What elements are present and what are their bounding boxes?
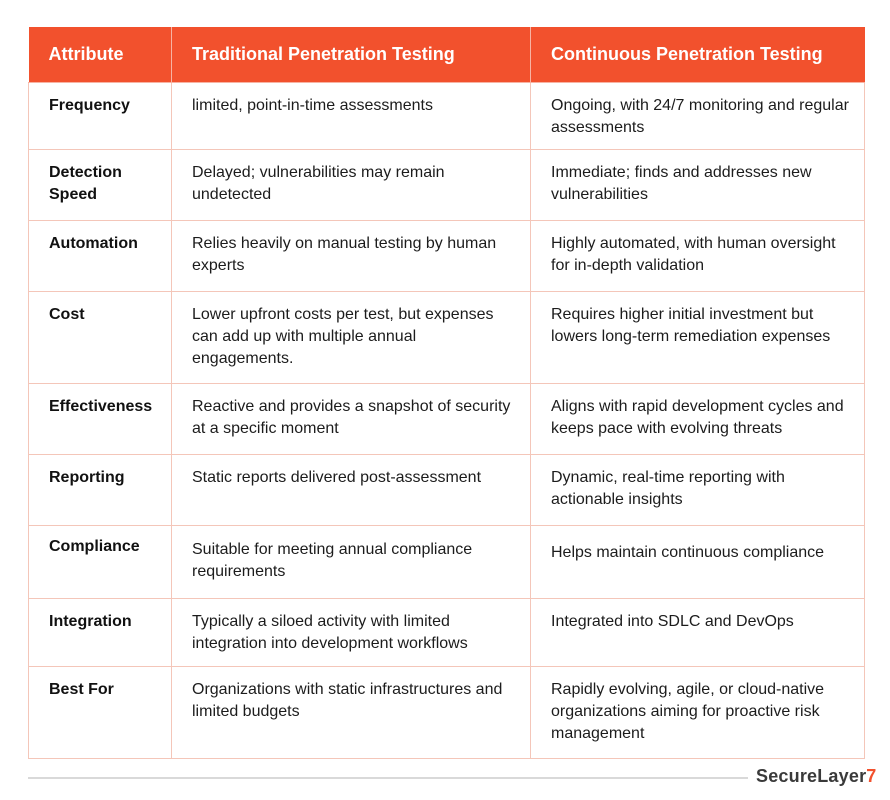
attribute-cell: Integration bbox=[28, 597, 172, 667]
comparison-table: Attribute Traditional Penetration Testin… bbox=[28, 27, 865, 759]
continuous-cell: Dynamic, real-time reporting with action… bbox=[530, 453, 865, 526]
traditional-cell: Reactive and provides a snapshot of secu… bbox=[171, 382, 531, 455]
logo-accent: 7 bbox=[866, 766, 877, 786]
table-row: Automation Relies heavily on manual test… bbox=[28, 219, 865, 292]
attribute-cell: Automation bbox=[28, 219, 172, 292]
continuous-cell: Integrated into SDLC and DevOps bbox=[530, 597, 865, 667]
header-traditional: Traditional Penetration Testing bbox=[171, 27, 531, 83]
table-row: Effectiveness Reactive and provides a sn… bbox=[28, 382, 865, 455]
traditional-cell: Delayed; vulnerabilities may remain unde… bbox=[171, 148, 531, 221]
footer-divider bbox=[28, 777, 748, 779]
traditional-cell: limited, point-in-time assessments bbox=[171, 81, 531, 150]
continuous-cell: Helps maintain continuous compliance bbox=[530, 524, 865, 599]
attribute-cell: Best For bbox=[28, 665, 172, 759]
header-continuous: Continuous Penetration Testing bbox=[530, 27, 865, 83]
attribute-cell: Compliance bbox=[28, 524, 172, 599]
continuous-cell: Aligns with rapid development cycles and… bbox=[530, 382, 865, 455]
traditional-cell: Relies heavily on manual testing by huma… bbox=[171, 219, 531, 292]
continuous-cell: Rapidly evolving, agile, or cloud-native… bbox=[530, 665, 865, 759]
securelayer7-logo: SecureLayer7 bbox=[756, 766, 877, 787]
table-row: Integration Typically a siloed activity … bbox=[28, 597, 865, 667]
attribute-cell: Frequency bbox=[28, 81, 172, 150]
table-row: Frequency limited, point-in-time assessm… bbox=[28, 81, 865, 150]
continuous-cell: Highly automated, with human oversight f… bbox=[530, 219, 865, 292]
continuous-cell: Requires higher initial investment but l… bbox=[530, 290, 865, 384]
table-row: Cost Lower upfront costs per test, but e… bbox=[28, 290, 865, 384]
traditional-cell: Suitable for meeting annual compliance r… bbox=[171, 524, 531, 599]
traditional-cell: Organizations with static infrastructure… bbox=[171, 665, 531, 759]
continuous-cell: Ongoing, with 24/7 monitoring and regula… bbox=[530, 81, 865, 150]
attribute-cell: Cost bbox=[28, 290, 172, 384]
attribute-cell: Detection Speed bbox=[28, 148, 172, 221]
table-header-row: Attribute Traditional Penetration Testin… bbox=[28, 27, 865, 83]
header-attribute: Attribute bbox=[28, 27, 172, 83]
table-row: Reporting Static reports delivered post-… bbox=[28, 453, 865, 526]
table-row: Compliance Suitable for meeting annual c… bbox=[28, 524, 865, 599]
table-row: Best For Organizations with static infra… bbox=[28, 665, 865, 759]
logo-text: SecureLayer bbox=[756, 766, 867, 786]
table-row: Detection Speed Delayed; vulnerabilities… bbox=[28, 148, 865, 221]
continuous-cell: Immediate; finds and addresses new vulne… bbox=[530, 148, 865, 221]
attribute-cell: Effectiveness bbox=[28, 382, 172, 455]
traditional-cell: Typically a siloed activity with limited… bbox=[171, 597, 531, 667]
attribute-cell: Reporting bbox=[28, 453, 172, 526]
traditional-cell: Static reports delivered post-assessment bbox=[171, 453, 531, 526]
traditional-cell: Lower upfront costs per test, but expens… bbox=[171, 290, 531, 384]
